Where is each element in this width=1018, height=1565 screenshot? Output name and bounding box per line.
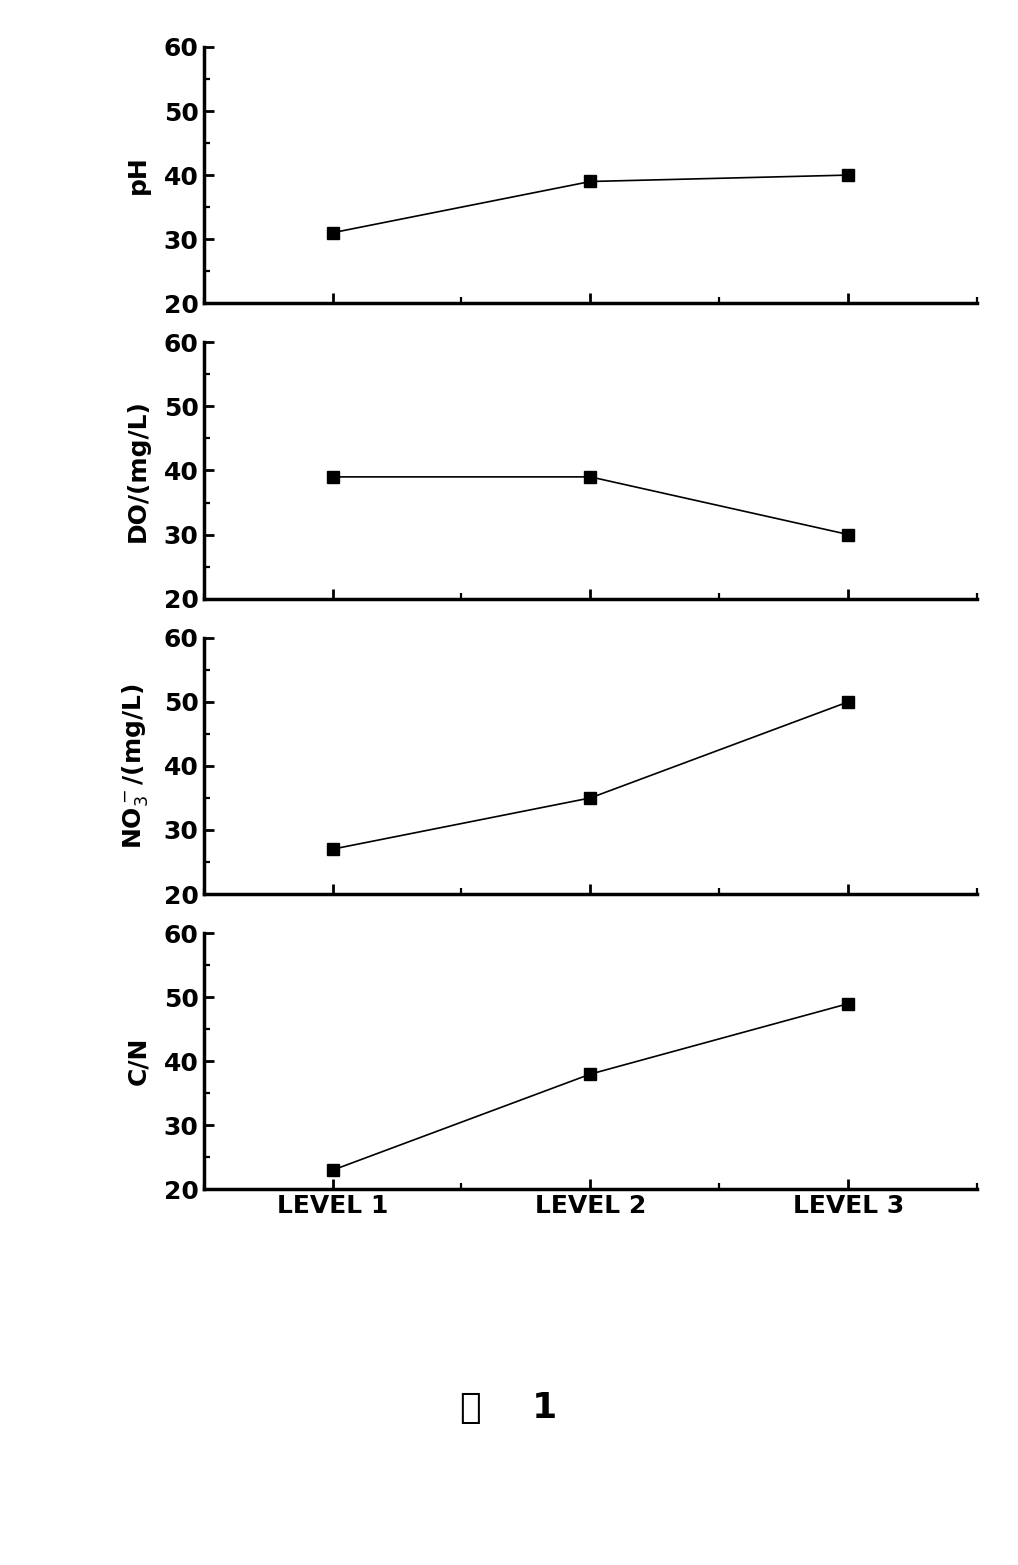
Y-axis label: NO$_3^-$/(mg/L): NO$_3^-$/(mg/L) [120, 684, 150, 848]
Y-axis label: C/N: C/N [126, 1038, 150, 1086]
Text: 图    1: 图 1 [460, 1391, 558, 1426]
Y-axis label: pH: pH [126, 155, 150, 194]
Y-axis label: DO/(mg/L): DO/(mg/L) [126, 399, 150, 541]
